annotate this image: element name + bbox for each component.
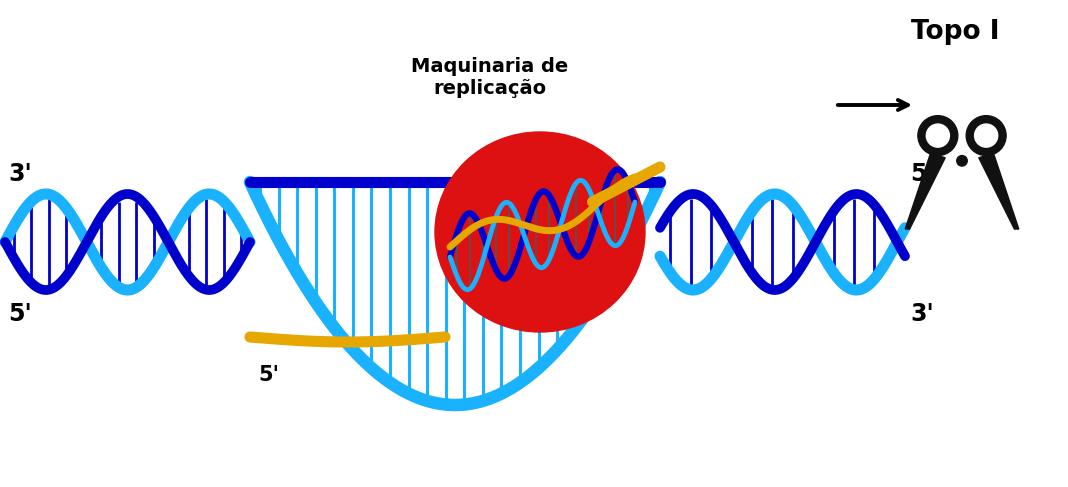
Text: Topo I: Topo I — [911, 19, 1000, 45]
Text: 5': 5' — [258, 365, 279, 385]
Ellipse shape — [435, 132, 645, 332]
Circle shape — [917, 115, 958, 155]
Text: 5': 5' — [7, 302, 32, 326]
Polygon shape — [978, 153, 1019, 229]
Text: Maquinaria de
replicação: Maquinaria de replicação — [411, 56, 568, 97]
Circle shape — [967, 115, 1006, 155]
Circle shape — [926, 124, 949, 147]
Circle shape — [975, 124, 998, 147]
Text: 5': 5' — [910, 162, 933, 186]
Text: 3': 3' — [910, 302, 933, 326]
Polygon shape — [906, 153, 945, 229]
Circle shape — [957, 155, 968, 166]
Text: 3': 3' — [7, 162, 32, 186]
